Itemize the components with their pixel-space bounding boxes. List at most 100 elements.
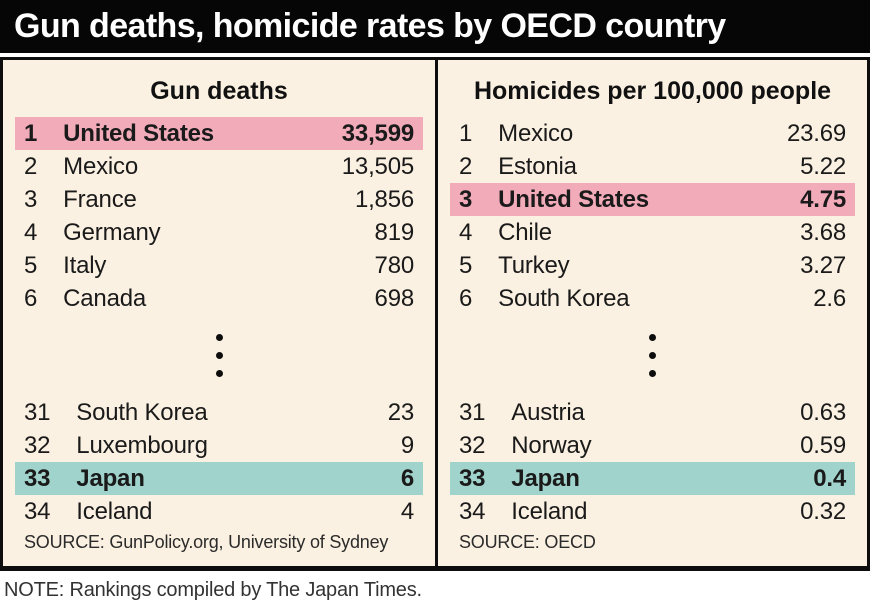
country-name: United States	[498, 185, 649, 213]
table-row: 4 Germany 819	[15, 216, 423, 249]
dot-icon	[649, 351, 656, 359]
rank-number: 6	[24, 284, 38, 312]
rank-number: 5	[24, 251, 38, 279]
homicide-rates-header: Homicides per 100,000 people	[473, 77, 832, 105]
rank-number: 2	[24, 152, 38, 180]
table-row: 31 South Korea 23	[15, 396, 423, 429]
dot-icon	[215, 351, 223, 359]
rank-number: 3	[459, 185, 473, 213]
country-name: Japan	[511, 464, 580, 492]
value-number: 0.59	[800, 431, 846, 459]
value-number: 3.27	[800, 251, 846, 279]
table-row: 31 Austria 0.63	[450, 396, 855, 429]
country-name: South Korea	[498, 284, 630, 312]
table-row: 33 Japan 0.4	[450, 462, 855, 495]
value-number: 23.69	[786, 119, 846, 147]
rank-number: 34	[459, 497, 486, 525]
country-name: Turkey	[498, 251, 570, 279]
rank-number: 4	[459, 218, 473, 246]
rank-number: 34	[24, 497, 51, 525]
table-row: 5 Turkey 3.27	[450, 249, 855, 282]
country-name: Japan	[76, 464, 145, 492]
page-title: Gun deaths, homicide rates by OECD count…	[14, 7, 726, 45]
value-number: 3.68	[800, 218, 846, 246]
note-text: NOTE: Rankings compiled by The Japan Tim…	[4, 579, 422, 601]
dot-icon	[215, 369, 223, 377]
rank-number: 3	[24, 185, 38, 213]
table-row: 34 Iceland 4	[15, 495, 423, 528]
title-bar: Gun deaths, homicide rates by OECD count…	[0, 0, 870, 53]
country-name: Luxembourg	[76, 431, 208, 459]
homicide-rates-source: SOURCE: OECD	[459, 532, 596, 552]
rank-number: 32	[24, 431, 51, 459]
country-name: Chile	[498, 218, 552, 246]
gun-deaths-bottom-rows: 31 South Korea 23 32 Luxembourg 9 33 Japan 6 34 Ic…	[15, 396, 423, 528]
table-row: 1 United States 33,599	[15, 117, 423, 150]
country-name: South Korea	[76, 398, 208, 426]
value-number: 23	[387, 398, 414, 426]
value-number: 1,856	[354, 185, 414, 213]
table-row: 1 Mexico 23.69	[450, 117, 855, 150]
rank-number: 1	[24, 119, 38, 147]
panel-gun-deaths: Gun deaths 1 United States 33,599 2 Mexico 13…	[3, 60, 435, 566]
panels-container: Gun deaths 1 United States 33,599 2 Mexico 13…	[0, 57, 870, 571]
table-row: 6 Canada 698	[15, 282, 423, 315]
value-number: 13,505	[341, 152, 414, 180]
country-name: Mexico	[63, 152, 138, 180]
ellipsis-dots	[3, 328, 435, 382]
value-number: 9	[400, 431, 414, 459]
country-name: Iceland	[76, 497, 153, 525]
value-number: 6	[400, 464, 414, 492]
dot-icon	[649, 333, 656, 341]
table-row: 3 United States 4.75	[450, 183, 855, 216]
homicide-rates-bottom-rows: 31 Austria 0.63 32 Norway 0.59 33 Japan 0.4 34 Ice…	[450, 396, 855, 528]
value-number: 4.75	[800, 185, 846, 213]
country-name: Mexico	[498, 119, 573, 147]
country-name: Estonia	[498, 152, 577, 180]
table-row: 32 Norway 0.59	[450, 429, 855, 462]
rank-number: 1	[459, 119, 473, 147]
table-row: 2 Mexico 13,505	[15, 150, 423, 183]
rank-number: 33	[459, 464, 486, 492]
country-name: United States	[63, 119, 214, 147]
country-name: France	[63, 185, 137, 213]
value-number: 33,599	[341, 119, 414, 147]
value-number: 698	[374, 284, 415, 312]
dot-icon	[215, 333, 223, 341]
rank-number: 2	[459, 152, 473, 180]
rank-number: 6	[459, 284, 473, 312]
table-row: 32 Luxembourg 9	[15, 429, 423, 462]
value-number: 2.6	[813, 284, 846, 312]
value-number: 819	[374, 218, 415, 246]
country-name: Austria	[511, 398, 585, 426]
rank-number: 5	[459, 251, 473, 279]
table-row: 33 Japan 6	[15, 462, 423, 495]
value-number: 0.4	[813, 464, 846, 492]
value-number: 780	[374, 251, 415, 279]
country-name: Germany	[63, 218, 161, 246]
value-number: 4	[400, 497, 414, 525]
country-name: Iceland	[511, 497, 588, 525]
country-name: Italy	[63, 251, 107, 279]
table-row: 3 France 1,856	[15, 183, 423, 216]
dot-icon	[649, 369, 656, 377]
homicide-rates-top-rows: 1 Mexico 23.69 2 Estonia 5.22 3 United States 4.…	[450, 117, 855, 315]
ellipsis-dots	[438, 328, 867, 382]
rank-number: 31	[24, 398, 51, 426]
table-row: 6 South Korea 2.6	[450, 282, 855, 315]
gun-deaths-top-rows: 1 United States 33,599 2 Mexico 13,505 3 France…	[15, 117, 423, 315]
rank-number: 4	[24, 218, 38, 246]
table-row: 5 Italy 780	[15, 249, 423, 282]
value-number: 0.32	[800, 497, 846, 525]
gun-deaths-source: SOURCE: GunPolicy.org, University of Syd…	[24, 532, 389, 552]
gun-deaths-header: Gun deaths	[150, 77, 288, 105]
table-row: 2 Estonia 5.22	[450, 150, 855, 183]
value-number: 0.63	[800, 398, 846, 426]
country-name: Canada	[63, 284, 147, 312]
panel-homicide-rates: Homicides per 100,000 people 1 Mexico 23.6…	[435, 60, 867, 566]
value-number: 5.22	[800, 152, 846, 180]
table-row: 34 Iceland 0.32	[450, 495, 855, 528]
rank-number: 31	[459, 398, 486, 426]
country-name: Norway	[511, 431, 592, 459]
